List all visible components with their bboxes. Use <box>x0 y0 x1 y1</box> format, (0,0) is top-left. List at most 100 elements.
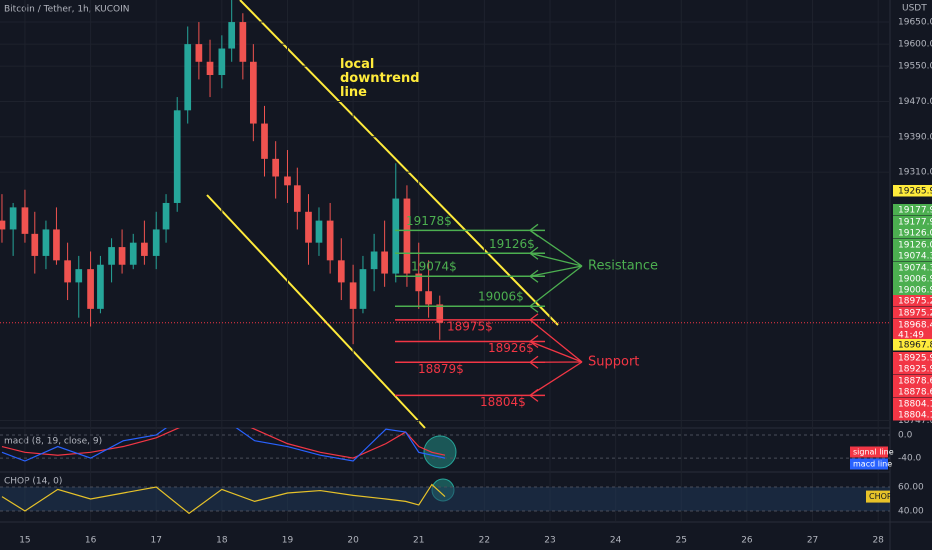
price-tag <box>893 216 932 228</box>
x-tick-label: 21 <box>413 536 424 546</box>
indicator-line <box>1 483 446 515</box>
candle-body <box>206 61 214 76</box>
x-tick-label: 18 <box>216 536 228 546</box>
price-tag-label: 18968.4 <box>898 321 932 331</box>
price-tag <box>893 295 932 307</box>
candle-body <box>337 260 345 283</box>
chop-title: CHOP (14, 0) <box>4 477 62 487</box>
level-arrow <box>528 246 583 267</box>
price-tag-label: 18975.2 <box>898 309 932 319</box>
candle-body <box>53 229 60 261</box>
price-tag <box>893 319 932 340</box>
indicator-line <box>1 428 446 462</box>
candle-body <box>284 176 291 186</box>
legend-swatch <box>850 446 888 458</box>
candle-body <box>381 251 388 274</box>
price-tag <box>893 227 932 239</box>
price-tag-label: 18925.9 <box>898 354 932 364</box>
price-tag-label: 18967.8 <box>898 341 932 351</box>
candle-body <box>31 233 39 256</box>
price-tag-label: 19177.9 <box>898 206 932 216</box>
x-tick-label: 15 <box>19 536 30 546</box>
price-tag-label: 18878.6 <box>898 388 932 398</box>
level-label: 18975$ <box>447 319 493 333</box>
price-tag <box>893 386 932 398</box>
candle-body <box>228 22 236 49</box>
candle-body <box>42 229 50 256</box>
y-tick-label: -40.0 <box>898 454 922 464</box>
y-tick-label: 19550.0 <box>898 62 932 72</box>
x-tick-label: 20 <box>347 536 359 546</box>
level-arrow <box>528 355 583 369</box>
plot-area <box>1 483 446 515</box>
candle-body <box>370 251 378 270</box>
price-tag <box>893 239 932 251</box>
plot-area <box>0 0 444 345</box>
macd-title: macd (8, 19, close, 9) <box>4 437 102 447</box>
legend-label: CHOP <box>869 492 892 501</box>
y-tick-label: 19470.0 <box>898 97 932 107</box>
candle-body <box>415 273 423 292</box>
y-tick-label: 19600.0 <box>898 40 932 50</box>
annotation: local downtrend line <box>340 57 420 100</box>
level-arrow <box>528 265 583 313</box>
candle-body <box>293 185 301 212</box>
downtrend-line <box>239 0 559 326</box>
candle-body <box>141 242 148 256</box>
candle-body <box>162 202 170 230</box>
candle-body <box>425 291 432 305</box>
candle-body <box>326 220 334 261</box>
candle-body <box>75 269 83 283</box>
level-label: 19126$ <box>489 237 535 251</box>
candle-body <box>64 260 71 283</box>
x-tick-label: 27 <box>807 536 818 546</box>
channel-line <box>206 194 426 429</box>
level-label: 18804$ <box>480 395 526 409</box>
level-arrow <box>528 265 583 283</box>
band-fill <box>0 486 890 511</box>
price-tag-label: 19126.0 <box>898 241 932 251</box>
candle-body <box>118 247 126 265</box>
price-tag-label: 18975.2 <box>898 297 932 307</box>
candle-body <box>87 269 94 309</box>
candle-body <box>250 61 257 124</box>
level-label: 19074$ <box>411 260 457 274</box>
price-tag <box>893 284 932 296</box>
candle-body <box>97 264 104 309</box>
level-label: 19006$ <box>478 290 524 304</box>
level-arrow <box>528 223 583 267</box>
plot-area <box>1 428 446 462</box>
price-tag <box>893 375 932 387</box>
x-tick-label: 25 <box>676 536 687 546</box>
price-tag-label: 18878.6 <box>898 377 932 387</box>
price-tag-label: 18804.1 <box>898 400 932 410</box>
price-tag-label: 19177.9 <box>898 218 932 228</box>
level-label: 18879$ <box>418 362 464 376</box>
candle-body <box>173 110 181 203</box>
level-label: 18926$ <box>488 341 534 355</box>
y-tick-label: 60.00 <box>898 482 924 492</box>
candle-body <box>436 304 444 323</box>
candle-body <box>0 220 6 230</box>
candle-body <box>272 158 280 177</box>
price-tag-label: 19126.0 <box>898 229 932 239</box>
level-arrow <box>528 334 583 363</box>
price-tag <box>893 204 932 216</box>
price-tag-label: 18804.1 <box>898 411 932 421</box>
candle-body <box>129 242 137 265</box>
legend-label: macd line <box>853 460 892 469</box>
candle-body <box>108 247 115 265</box>
level-label: 19178$ <box>406 214 452 228</box>
x-tick-label: 26 <box>741 536 753 546</box>
x-tick-label: 17 <box>150 536 161 546</box>
candle-body <box>9 207 17 230</box>
price-tag <box>893 185 932 197</box>
price-tag <box>893 409 932 421</box>
candle-body <box>218 48 226 76</box>
price-tag <box>893 352 932 364</box>
price-tag <box>893 262 932 274</box>
candle-body <box>359 269 367 309</box>
x-tick-label: 23 <box>544 536 555 546</box>
